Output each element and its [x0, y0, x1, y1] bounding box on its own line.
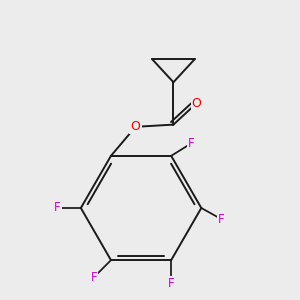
Text: O: O — [192, 97, 202, 110]
Text: F: F — [168, 277, 175, 290]
Text: F: F — [188, 137, 195, 150]
Text: F: F — [218, 213, 225, 226]
Text: F: F — [91, 271, 97, 284]
Text: F: F — [54, 202, 61, 214]
Text: O: O — [130, 120, 140, 133]
